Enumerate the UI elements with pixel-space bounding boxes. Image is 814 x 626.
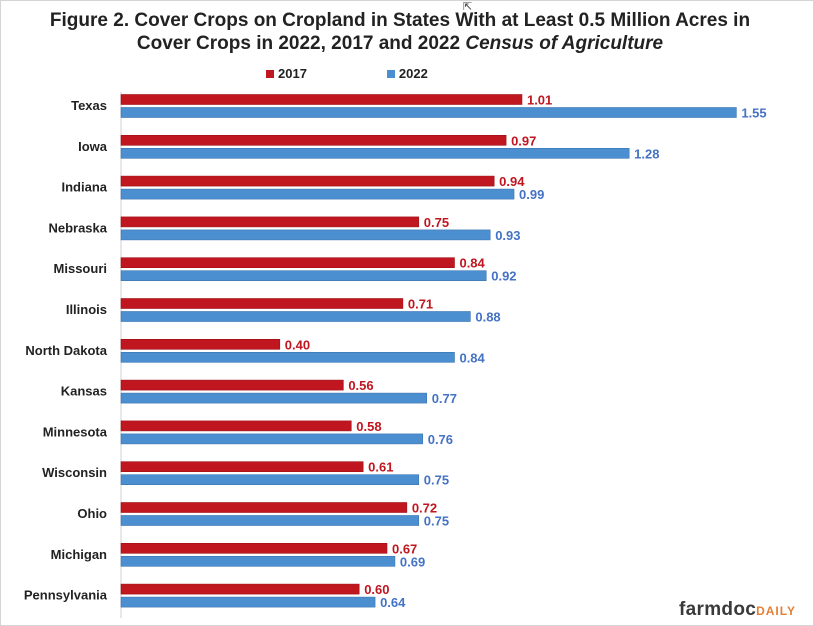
value-label-2022-kansas: 0.77	[432, 391, 457, 406]
chart-title-line2-text: Cover Crops in 2022, 2017 and 2022	[136, 33, 466, 54]
value-label-2017-wisconsin: 0.61	[368, 460, 393, 475]
value-label-2022-minnesota: 0.76	[428, 432, 453, 447]
chart-title-line1: Figure 2. Cover Crops on Cropland in Sta…	[49, 10, 751, 31]
bar-2017-ohio	[120, 502, 408, 513]
bar-2017-texas	[120, 94, 523, 105]
category-label-texas: Texas	[71, 98, 107, 113]
bar-2017-michigan	[120, 542, 388, 554]
value-label-2022-nebraska: 0.93	[495, 228, 520, 243]
category-label-nebraska: Nebraska	[48, 220, 107, 235]
bar-2022-ohio	[120, 515, 420, 526]
value-label-2017-illinois: 0.71	[408, 297, 433, 312]
bar-2022-indiana	[120, 188, 515, 200]
category-label-iowa: Iowa	[78, 139, 108, 154]
legend-swatch-2017	[266, 69, 274, 78]
bar-2022-kansas	[120, 392, 427, 404]
bar-2017-indiana	[120, 175, 495, 187]
chart-title: Figure 2. Cover Crops on Cropland in Sta…	[30, 9, 770, 55]
bar-2017-iowa	[120, 135, 507, 146]
bar-2022-missouri	[120, 270, 487, 282]
category-label-missouri: Missouri	[54, 261, 107, 276]
value-label-2022-north-dakota: 0.84	[459, 350, 485, 365]
bar-2017-wisconsin	[120, 461, 364, 473]
bar-2017-north-dakota	[120, 338, 281, 350]
value-label-2017-texas: 1.01	[527, 93, 552, 108]
legend-item-2022: 2022	[386, 66, 428, 81]
bar-2022-pennsylvania	[120, 596, 376, 608]
bar-2017-nebraska	[120, 216, 420, 228]
category-label-michigan: Michigan	[51, 547, 107, 562]
bar-2017-minnesota	[120, 420, 352, 432]
value-label-2022-wisconsin: 0.75	[424, 473, 449, 488]
value-label-2017-indiana: 0.94	[499, 174, 525, 189]
bar-2022-michigan	[120, 555, 396, 567]
value-label-2017-kansas: 0.56	[348, 378, 373, 393]
legend-item-2017: 2017	[266, 66, 307, 81]
value-label-2017-minnesota: 0.58	[356, 419, 381, 434]
bar-2022-illinois	[120, 311, 471, 322]
value-label-2017-pennsylvania: 0.60	[364, 582, 389, 597]
value-label-2022-ohio: 0.75	[424, 514, 449, 529]
value-label-2022-pennsylvania: 0.64	[380, 595, 406, 610]
value-label-2017-michigan: 0.67	[392, 541, 417, 556]
brand-suffix: DAILY	[756, 604, 796, 618]
value-label-2022-texas: 1.55	[741, 106, 766, 121]
legend-label-2022: 2022	[398, 66, 428, 81]
value-label-2017-ohio: 0.72	[412, 501, 437, 516]
value-label-2017-nebraska: 0.75	[424, 215, 449, 230]
category-label-ohio: Ohio	[77, 506, 107, 521]
bar-2017-missouri	[120, 257, 455, 269]
legend-label-2017: 2017	[278, 66, 307, 81]
bar-2022-iowa	[120, 148, 630, 159]
mouse-cursor-icon: ⇱	[463, 1, 473, 13]
chart-title-line2-italic: Census of Agriculture	[465, 33, 664, 54]
value-label-2022-missouri: 0.92	[491, 269, 516, 284]
category-label-north-dakota: North Dakota	[25, 343, 107, 358]
bar-2022-north-dakota	[120, 351, 455, 363]
category-label-kansas: Kansas	[61, 384, 107, 399]
farmdoc-daily-logo: farmdocDAILY	[679, 599, 796, 621]
value-label-2022-michigan: 0.69	[400, 554, 425, 569]
value-label-2017-iowa: 0.97	[511, 133, 536, 148]
value-label-2022-illinois: 0.88	[475, 310, 500, 325]
chart-title-line2: Cover Crops in 2022, 2017 and 2022 Censu…	[30, 32, 770, 55]
category-label-illinois: Illinois	[66, 302, 107, 317]
bar-2017-illinois	[120, 298, 404, 309]
category-label-indiana: Indiana	[61, 180, 107, 195]
legend-swatch-2022	[386, 69, 395, 78]
chart-legend: 2017 2022	[266, 66, 508, 81]
category-label-pennsylvania: Pennsylvania	[24, 588, 108, 603]
bar-2017-pennsylvania	[120, 583, 360, 595]
value-label-2017-north-dakota: 0.40	[285, 337, 310, 352]
category-label-minnesota: Minnesota	[43, 424, 108, 439]
category-label-wisconsin: Wisconsin	[42, 465, 107, 480]
bar-2022-wisconsin	[120, 474, 420, 486]
value-label-2017-missouri: 0.84	[459, 256, 485, 271]
brand-main: farmdoc	[679, 599, 757, 620]
bar-2022-minnesota	[120, 433, 424, 445]
bar-2022-texas	[120, 107, 737, 118]
bar-2017-kansas	[120, 379, 344, 391]
value-label-2022-indiana: 0.99	[519, 187, 544, 202]
bar-2022-nebraska	[120, 229, 491, 241]
value-label-2022-iowa: 1.28	[634, 146, 659, 161]
